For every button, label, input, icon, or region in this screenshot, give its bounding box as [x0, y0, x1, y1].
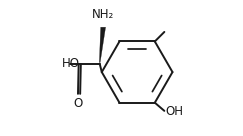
Text: OH: OH: [166, 105, 184, 118]
Text: NH₂: NH₂: [92, 8, 114, 21]
Polygon shape: [99, 27, 106, 63]
Text: O: O: [74, 97, 83, 110]
Text: HO: HO: [62, 57, 80, 70]
